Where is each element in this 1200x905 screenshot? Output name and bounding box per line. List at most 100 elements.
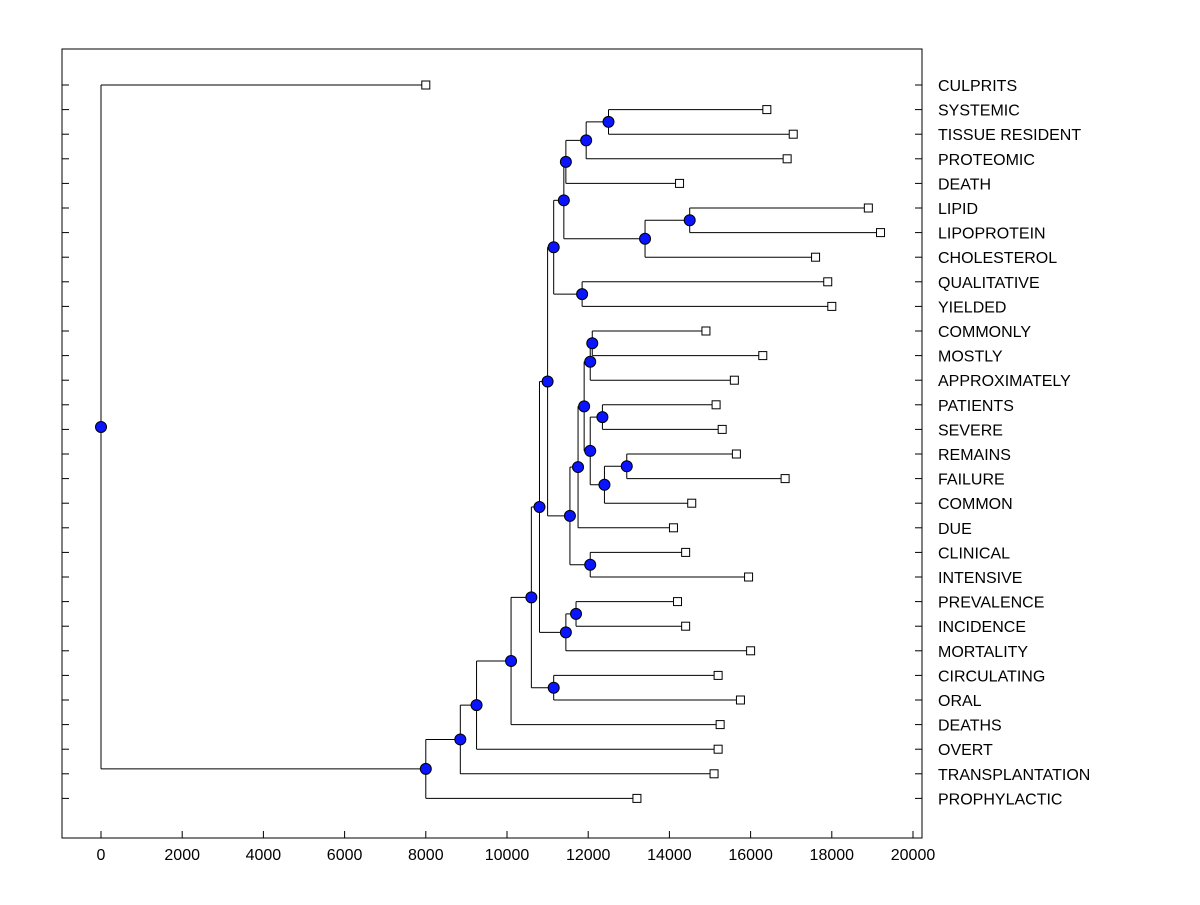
leaf-label: CIRCULATING [938, 668, 1045, 685]
leaf-label: CULPRITS [938, 78, 1017, 95]
merge-node [547, 681, 560, 694]
leaf-marker [746, 646, 756, 656]
merge-node [596, 411, 609, 424]
merge-node [572, 461, 585, 474]
leaf-marker [687, 498, 697, 508]
x-tick-label: 14000 [647, 847, 692, 864]
leaf-label: PATIENTS [938, 398, 1014, 415]
merge-node [563, 509, 576, 522]
leaf-marker [713, 670, 723, 680]
x-tick-label: 20000 [891, 847, 936, 864]
leaf-marker [673, 597, 683, 607]
leaf-label: INTENSIVE [938, 570, 1022, 587]
leaf-marker [421, 80, 431, 90]
leaf-label: ORAL [938, 693, 982, 710]
leaf-marker [681, 621, 691, 631]
merge-node [578, 400, 591, 413]
leaf-label: OVERT [938, 742, 993, 759]
merge-node [454, 733, 467, 746]
leaf-marker [762, 105, 772, 115]
leaf-markers [421, 80, 886, 803]
x-tick-label: 6000 [327, 847, 363, 864]
merge-node [683, 214, 696, 227]
leaf-marker [632, 793, 642, 803]
leaf-marker [713, 744, 723, 754]
merge-node [584, 355, 597, 368]
leaf-marker [782, 154, 792, 164]
leaf-marker [827, 301, 837, 311]
merge-node [557, 194, 570, 207]
merge-node [559, 155, 572, 168]
merge-node [570, 607, 583, 620]
plot-frame [61, 48, 923, 839]
leaf-labels: CULPRITS SYSTEMIC TISSUE RESIDENT PROTEOMIC… [938, 78, 1090, 808]
leaf-label: LIPOPROTEIN [938, 226, 1046, 243]
leaf-label: INCIDENCE [938, 619, 1026, 636]
merge-node [533, 500, 546, 513]
merge-node [586, 337, 599, 350]
x-axis-ticks: 0 2000 4000 6000 8000 10000 12000 14000 16000 180… [97, 831, 936, 864]
leaf-marker [744, 572, 754, 582]
merge-node [470, 699, 483, 712]
x-tick-label: 0 [97, 847, 106, 864]
leaf-marker [823, 277, 833, 287]
leaf-label: PROTEOMIC [938, 152, 1035, 169]
merge-node [419, 762, 432, 775]
leaf-label: APPROXIMATELY [938, 373, 1071, 390]
leaf-label: COMMON [938, 496, 1013, 513]
leaf-marker [711, 400, 721, 410]
leaf-marker [715, 720, 725, 730]
leaf-marker [717, 424, 727, 434]
x-tick-label: 8000 [408, 847, 444, 864]
merge-nodes [95, 115, 696, 775]
merge-node [95, 420, 107, 433]
leaf-label: SYSTEMIC [938, 103, 1020, 120]
merge-node [525, 591, 538, 604]
leaf-marker [863, 203, 873, 213]
leaf-marker [876, 228, 886, 238]
leaf-marker [668, 523, 678, 533]
leaf-marker [709, 769, 719, 779]
leaf-label: SEVERE [938, 422, 1003, 439]
merge-node [576, 288, 589, 301]
merge-node [541, 375, 554, 388]
merge-node [639, 232, 652, 245]
leaf-label: CHOLESTEROL [938, 250, 1057, 267]
merge-node [559, 626, 572, 639]
leaf-marker [701, 326, 711, 336]
leaf-marker [780, 474, 790, 484]
merge-node [580, 134, 593, 147]
x-tick-label: 2000 [164, 847, 200, 864]
merge-node [547, 241, 560, 254]
leaf-label: TRANSPLANTATION [938, 767, 1090, 784]
leaf-marker [729, 375, 739, 385]
leaf-label: FAILURE [938, 472, 1005, 489]
leaf-label: DUE [938, 521, 972, 538]
merge-node [602, 115, 615, 128]
leaf-marker [811, 252, 821, 262]
leaf-marker [681, 547, 691, 557]
leaf-marker [788, 129, 798, 139]
merge-node [584, 444, 597, 457]
leaf-label: CLINICAL [938, 545, 1010, 562]
x-tick-label: 16000 [728, 847, 773, 864]
x-tick-label: 10000 [485, 847, 530, 864]
leaf-marker [675, 178, 685, 188]
x-tick-label: 12000 [566, 847, 611, 864]
leaf-label: COMMONLY [938, 324, 1031, 341]
y-axis-ticks [62, 84, 922, 799]
leaf-label: QUALITATIVE [938, 275, 1040, 292]
merge-node [620, 460, 633, 473]
x-tick-label: 4000 [246, 847, 282, 864]
leaf-label: MORTALITY [938, 644, 1028, 661]
leaf-label: PREVALENCE [938, 595, 1044, 612]
leaf-label: PROPHYLACTIC [938, 791, 1062, 808]
leaf-marker [735, 695, 745, 705]
dendrogram-links [100, 84, 881, 799]
leaf-label: MOSTLY [938, 349, 1003, 366]
leaf-label: LIPID [938, 201, 978, 218]
leaf-marker [758, 351, 768, 361]
leaf-label: TISSUE RESIDENT [938, 127, 1081, 144]
leaf-label: DEATHS [938, 718, 1002, 735]
